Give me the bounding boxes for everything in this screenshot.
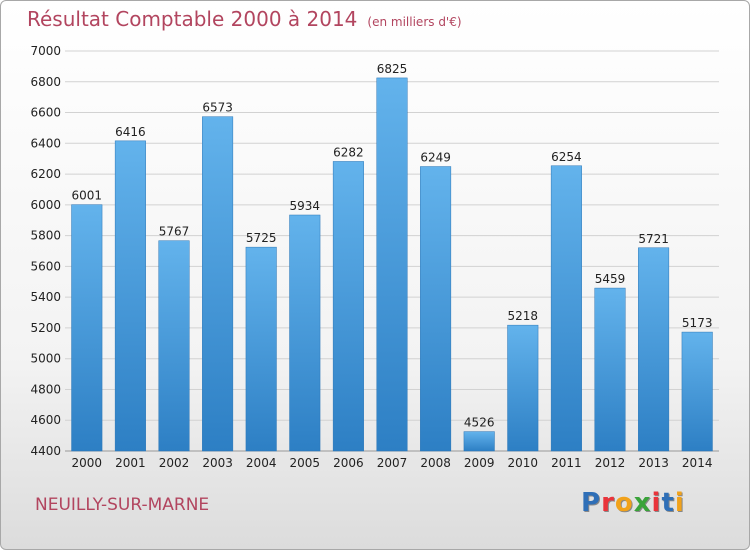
bar-2014: [681, 331, 713, 452]
x-tick-label: 2002: [159, 456, 190, 470]
data-label: 6416: [115, 125, 146, 139]
y-tick-label: 6400: [30, 136, 61, 150]
y-tick-label: 5600: [30, 259, 61, 273]
bar-2011: [550, 165, 582, 452]
y-tick-label: 5800: [30, 229, 61, 243]
data-labels: 6001 6416 5767 6573 5725 5934 6282 6825 6249 4526…: [72, 62, 713, 430]
bar-2010: [507, 324, 539, 452]
data-label: 5459: [595, 272, 626, 286]
logo-letter: t: [661, 488, 675, 518]
y-tick-label: 7000: [30, 44, 61, 58]
data-label: 5767: [159, 225, 190, 239]
y-tick-label: 5200: [30, 321, 61, 335]
place-name: NEUILLY-SUR-MARNE: [35, 495, 210, 515]
x-tick-label: 2007: [377, 456, 408, 470]
bar-2005: [289, 214, 321, 452]
bar-2008: [420, 166, 452, 452]
data-label: 6001: [72, 189, 103, 203]
data-label: 5218: [508, 309, 539, 323]
data-label: 6282: [333, 145, 364, 159]
y-tick-label: 5000: [30, 352, 61, 366]
x-tick-label: 2013: [638, 456, 669, 470]
data-label: 6249: [420, 151, 451, 165]
x-tick-label: 2010: [508, 456, 539, 470]
x-tick-label: 2009: [464, 456, 495, 470]
y-tick-label: 6000: [30, 198, 61, 212]
y-tick-label: 4800: [30, 382, 61, 396]
chart-title: Résultat Comptable 2000 à 2014 (en millie…: [27, 7, 462, 31]
proxiti-logo: Proxiti: [581, 488, 685, 518]
bar-2006: [332, 161, 364, 452]
data-label: 4526: [464, 416, 495, 430]
x-tick-label: 2005: [290, 456, 321, 470]
logo-letter: o: [614, 488, 634, 518]
logo-letter: x: [633, 488, 652, 518]
bar-2013: [638, 247, 670, 452]
data-label: 6254: [551, 150, 582, 164]
title-text: Résultat Comptable 2000 à 2014: [27, 7, 358, 31]
x-tick-label: 2012: [595, 456, 626, 470]
x-tick-label: 2006: [333, 456, 364, 470]
x-tick-label: 2014: [682, 456, 713, 470]
x-tick-label: 2004: [246, 456, 277, 470]
x-tick-label: 2000: [72, 456, 103, 470]
bars: [71, 77, 713, 452]
bar-2007: [376, 77, 408, 452]
x-axis-ticks: 2000 2001 2002 2003 2004 2005 2006 2007 2008 2009…: [72, 456, 713, 470]
x-tick-label: 2008: [420, 456, 451, 470]
bar-2009: [463, 431, 495, 452]
y-tick-label: 6800: [30, 75, 61, 89]
y-tick-label: 5400: [30, 290, 61, 304]
data-label: 6573: [202, 101, 233, 115]
data-label: 5721: [638, 232, 669, 246]
y-axis-ticks: 4400 4600 4800 5000 5200 5400 5600 5800 6000 6200…: [30, 44, 61, 458]
logo-letter: i: [674, 488, 685, 518]
bar-2003: [202, 116, 234, 452]
logo-letter: r: [601, 488, 615, 518]
bar-2001: [114, 140, 146, 452]
x-tick-label: 2001: [115, 456, 146, 470]
bar-2004: [245, 246, 277, 452]
logo-letter: i: [651, 488, 662, 518]
bar-2012: [594, 287, 626, 452]
y-tick-label: 6200: [30, 167, 61, 181]
y-tick-label: 4600: [30, 413, 61, 427]
data-label: 5934: [290, 199, 321, 213]
bar-2002: [158, 240, 190, 452]
data-label: 5725: [246, 231, 277, 245]
data-label: 6825: [377, 62, 408, 76]
x-tick-label: 2011: [551, 456, 582, 470]
x-tick-label: 2003: [202, 456, 233, 470]
chart-subtitle: (en milliers d'€): [367, 15, 462, 29]
y-tick-label: 6600: [30, 106, 61, 120]
bar-2000: [71, 204, 103, 452]
y-tick-label: 4400: [30, 444, 61, 458]
data-label: 5173: [682, 316, 713, 330]
logo-letter: P: [581, 488, 602, 518]
